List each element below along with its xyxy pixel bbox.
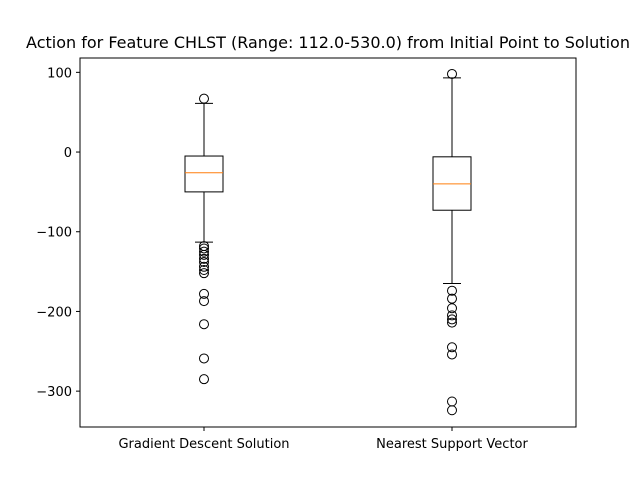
- y-tick-label: 100: [47, 66, 72, 81]
- outlier-point: [447, 349, 457, 360]
- outlier-point: [199, 249, 209, 260]
- outlier-point: [199, 253, 209, 264]
- outlier-point: [447, 396, 457, 407]
- chart-title: Action for Feature CHLST (Range: 112.0-5…: [26, 33, 630, 52]
- outlier-point: [447, 310, 457, 321]
- y-tick-label: −200: [36, 305, 72, 320]
- outlier-point: [447, 342, 457, 353]
- outlier-point: [199, 288, 209, 299]
- plot-area-frame: [79, 57, 577, 428]
- y-axis: 100 0 −100 −200 −300: [36, 66, 80, 400]
- x-tick-label: Nearest Support Vector: [376, 437, 528, 452]
- outlier-point: [199, 261, 209, 272]
- outlier-point: [199, 319, 209, 330]
- outlier-point: [199, 268, 209, 279]
- outlier-point: [447, 317, 457, 328]
- outlier-point: [199, 243, 209, 254]
- box-series-1: [184, 93, 224, 385]
- outlier-point: [199, 246, 209, 257]
- outlier-point: [199, 264, 209, 275]
- iqr-box: [184, 155, 224, 193]
- outlier-point: [199, 353, 209, 364]
- y-tick-label: −300: [36, 385, 72, 400]
- x-tick-label: Gradient Descent Solution: [118, 437, 289, 452]
- outlier-point: [447, 285, 457, 296]
- outlier-point: [199, 93, 209, 104]
- outlier-point: [199, 296, 209, 307]
- outlier-point: [199, 374, 209, 385]
- outlier-point: [199, 257, 209, 268]
- x-axis: Gradient Descent Solution Nearest Support…: [118, 427, 529, 452]
- outlier-point: [447, 293, 457, 304]
- outlier-point: [447, 314, 457, 325]
- outlier-point: [447, 303, 457, 314]
- outlier-point: [447, 405, 457, 416]
- outlier-point: [447, 68, 457, 79]
- y-tick-label: 0: [64, 146, 72, 161]
- box-series-group: [184, 68, 472, 416]
- outlier-point: [199, 241, 209, 252]
- box-series-2: [432, 68, 472, 416]
- y-tick-label: −100: [36, 226, 72, 241]
